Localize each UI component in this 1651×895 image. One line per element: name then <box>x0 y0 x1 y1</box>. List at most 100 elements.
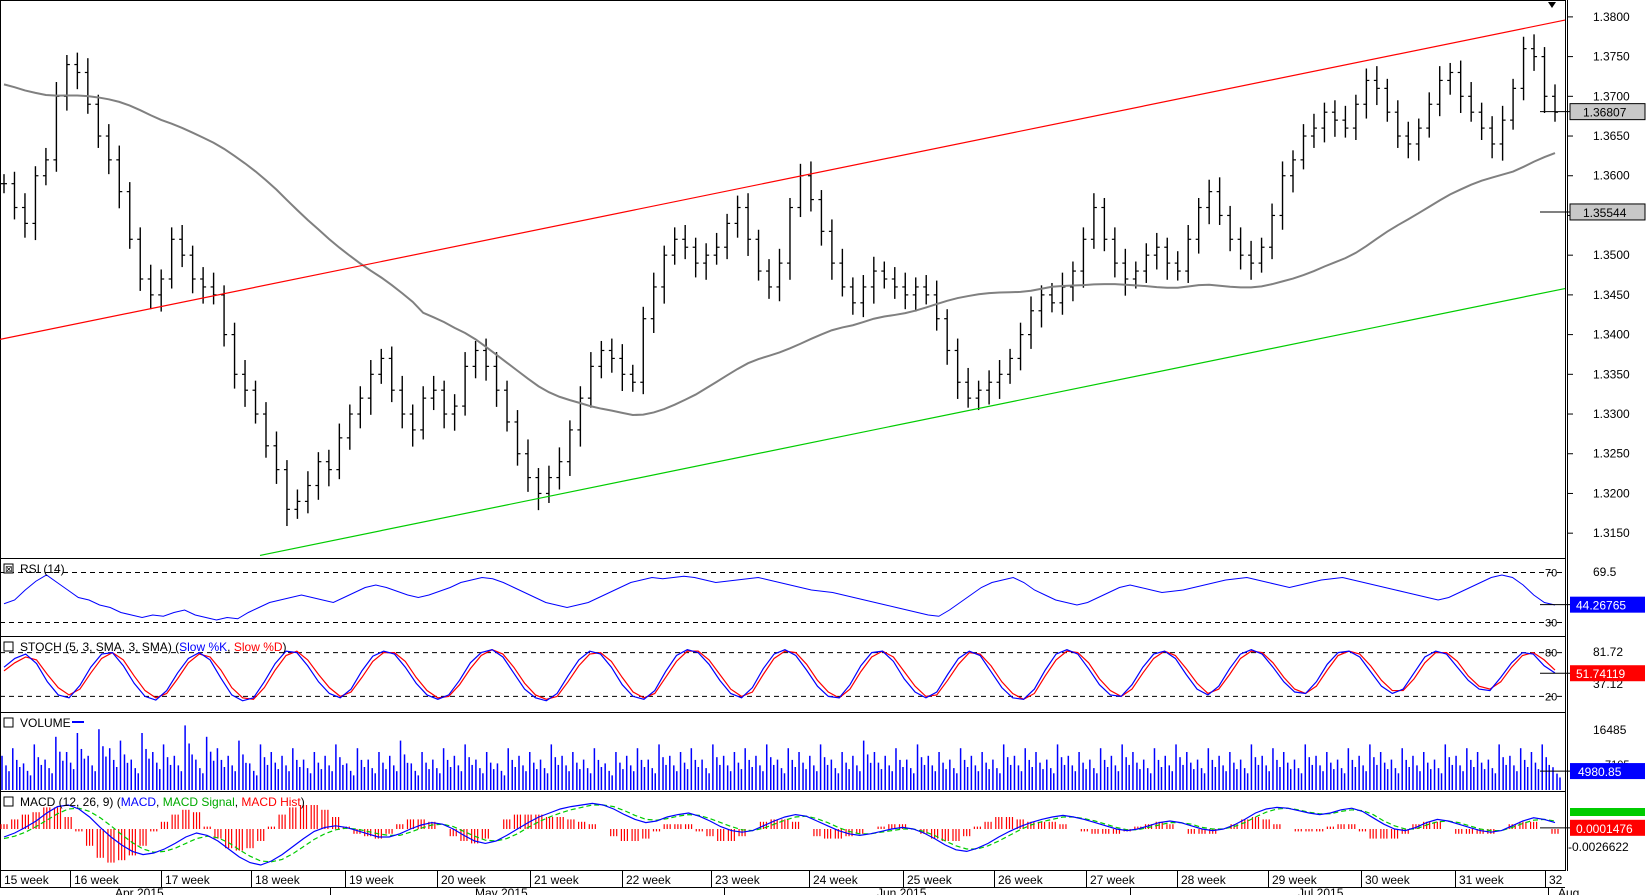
volume-close-box[interactable] <box>3 717 14 728</box>
macd-sep-1: , <box>156 795 163 809</box>
stoch-k-line <box>3 649 1556 702</box>
macd-last-badge <box>1570 819 1645 836</box>
volume-last-value: 4980.85 <box>1578 765 1622 779</box>
price-tick-label-2: 1.3700 <box>1593 89 1630 103</box>
price-layer: 1.38001.37501.37001.36501.36001.35501.35… <box>0 2 1646 556</box>
month-label-3: Jul 2015 <box>1298 886 1344 895</box>
price-tick-label-10: 1.3300 <box>1593 407 1630 421</box>
week-label-1: 16 week <box>74 873 120 887</box>
price-tick-label-7: 1.3450 <box>1593 288 1630 302</box>
macd-close-box[interactable] <box>3 796 14 807</box>
stoch-label-prefix: STOCH (5, 3, SMA, 3, SMA) ( <box>20 640 179 654</box>
macd-hist-label: MACD Hist <box>241 795 301 809</box>
price-tick-label-3: 1.3650 <box>1593 129 1630 143</box>
macd-signal-label: MACD Signal <box>163 795 235 809</box>
week-label-3: 18 week <box>255 873 301 887</box>
macd-panel-frame <box>0 791 1566 871</box>
week-label-14: 29 week <box>1272 873 1318 887</box>
price-tick-label-9: 1.3350 <box>1593 367 1630 381</box>
price-tick-label-1: 1.3750 <box>1593 50 1630 64</box>
week-label-9: 24 week <box>813 873 859 887</box>
week-label-2: 17 week <box>165 873 211 887</box>
macd-label-prefix: MACD (12, 26, 9) ( <box>20 795 121 809</box>
last-price-badge <box>1569 103 1646 121</box>
month-label-2: Jun 2015 <box>877 886 927 895</box>
price-tick-label-4: 1.3600 <box>1593 169 1630 183</box>
rsi-close-icon: ⊠ <box>5 564 13 574</box>
week-label-10: 25 week <box>907 873 953 887</box>
stoch-level-label-1: 20 <box>1545 691 1557 703</box>
week-label-16: 31 week <box>1459 873 1505 887</box>
stoch-top-value: 81.72 <box>1593 645 1623 659</box>
last-price-value: 1.36807 <box>1583 106 1627 120</box>
chart-scroll-marker-icon <box>1548 2 1556 8</box>
stoch-label-sep: , <box>227 640 234 654</box>
rsi-last-badge <box>1570 596 1645 613</box>
rsi-label-group: ⊠ RSI (14) <box>3 562 65 576</box>
week-label-5: 20 week <box>441 873 487 887</box>
week-label-17: 32 <box>1549 873 1563 887</box>
price-tick-label-6: 1.3500 <box>1593 248 1630 262</box>
macd-label-suffix: ) <box>301 795 305 809</box>
macd-label-group: MACD (12, 26, 9) (MACD, MACD Signal, MAC… <box>3 795 305 809</box>
stoch-k-label: Slow %K <box>179 640 227 654</box>
stoch-last-value: 51.74119 <box>1576 667 1625 681</box>
rsi-top-value: 69.5 <box>1593 565 1617 579</box>
volume-label-group: VOLUME <box>3 716 84 730</box>
macd-layer: 0.0001476 -0.0026622 <box>0 802 1645 866</box>
macd-signal-line <box>3 804 1556 863</box>
week-label-15: 30 week <box>1365 873 1411 887</box>
ma-value-badge <box>1569 203 1646 221</box>
price-tick-label-13: 1.3150 <box>1593 526 1630 540</box>
price-tick-label-12: 1.3200 <box>1593 486 1630 500</box>
rsi-layer: 70 30 69.5 44.26765 <box>0 565 1645 630</box>
volume-layer: 1648571054980.85 <box>1 723 1645 790</box>
moving-average-line <box>3 83 1556 417</box>
price-panel-frame <box>0 0 1566 559</box>
month-label-4: Aug <box>1558 886 1579 895</box>
rsi-level-label-1: 30 <box>1545 618 1557 630</box>
volume-last-badge <box>1570 763 1645 780</box>
week-label-11: 26 week <box>998 873 1044 887</box>
week-label-8: 23 week <box>715 873 761 887</box>
stoch-label-group: STOCH (5, 3, SMA, 3, SMA) (Slow %K, Slow… <box>3 640 287 654</box>
stoch-label: STOCH (5, 3, SMA, 3, SMA) (Slow %K, Slow… <box>20 640 287 654</box>
price-tick-label-0: 1.3800 <box>1593 10 1630 24</box>
rsi-close-box[interactable] <box>3 563 14 574</box>
price-tick-label-8: 1.3400 <box>1593 328 1630 342</box>
volume-top-value: 16485 <box>1593 723 1627 737</box>
macd-line-label: MACD <box>121 795 157 809</box>
price-tick-label-11: 1.3250 <box>1593 447 1630 461</box>
macd-label: MACD (12, 26, 9) (MACD, MACD Signal, MAC… <box>20 795 305 809</box>
week-label-4: 19 week <box>349 873 395 887</box>
month-label-1: May 2015 <box>475 886 528 895</box>
rsi-panel-frame <box>0 558 1566 637</box>
volume-label: VOLUME <box>20 716 71 730</box>
week-label-7: 22 week <box>626 873 672 887</box>
axis-layer: 15 week 16 week 17 week 18 week 19 week 20 we… <box>0 871 1579 895</box>
week-label-6: 21 week <box>534 873 580 887</box>
macd-sep-2: , <box>235 795 242 809</box>
macd-last-value: 0.0001476 <box>1576 822 1633 836</box>
macd-signal-badge <box>1570 808 1645 816</box>
rsi-last-value: 44.26765 <box>1576 599 1626 613</box>
resistance-trendline <box>0 19 1566 340</box>
month-label-0: Apr 2015 <box>115 886 164 895</box>
stoch-label-suffix: ) <box>283 640 287 654</box>
stoch-close-box[interactable] <box>3 641 14 652</box>
rsi-level-label-0: 70 <box>1545 568 1557 580</box>
rsi-line <box>3 574 1556 621</box>
stoch-last-badge <box>1570 665 1645 682</box>
stoch-panel-frame <box>0 636 1566 713</box>
stoch-level-label-0: 80 <box>1545 648 1557 660</box>
macd-line <box>3 802 1556 866</box>
macd-bottom-value: -0.0026622 <box>1568 840 1629 854</box>
rsi-label: RSI (14) <box>20 562 65 576</box>
support-trendline <box>259 287 1566 556</box>
week-label-0: 15 week <box>4 873 50 887</box>
week-label-12: 27 week <box>1090 873 1136 887</box>
stoch-d-label: Slow %D <box>234 640 283 654</box>
ma-value: 1.35544 <box>1583 206 1627 220</box>
